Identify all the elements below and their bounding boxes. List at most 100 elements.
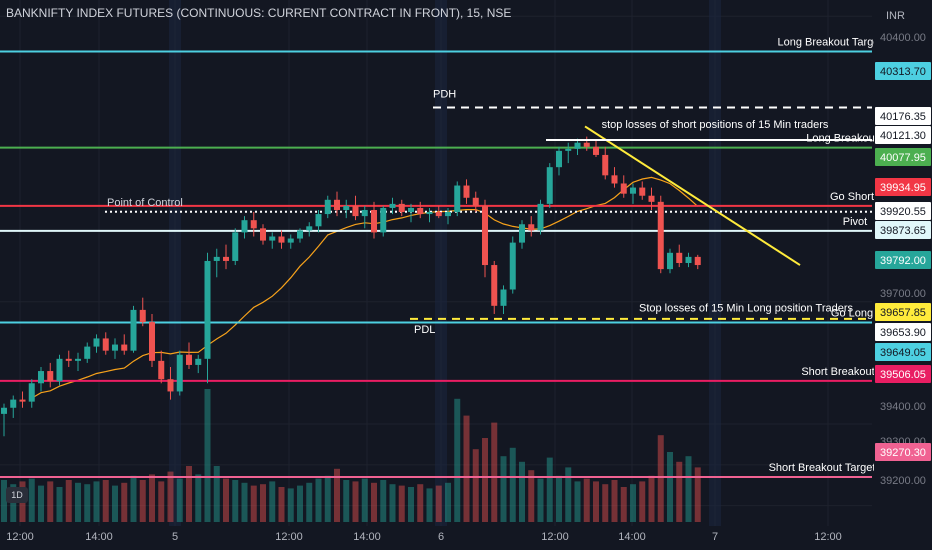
volume-bar <box>324 475 331 522</box>
volume-bar <box>445 482 451 522</box>
price-axis[interactable]: 40400.00 40313.70 40176.35 40121.30 40077.95… <box>874 0 932 550</box>
volume-bar <box>574 481 581 522</box>
candle-body <box>158 360 165 380</box>
candle-body <box>102 338 109 351</box>
price-label-bg <box>875 148 931 166</box>
volume-bar <box>657 435 664 522</box>
volume-bar <box>65 480 72 522</box>
candle-body <box>38 371 44 384</box>
time-tick: 14:00 <box>618 531 646 543</box>
level-lines: Long Breakout Target Long Breakout Go Shor… <box>0 36 882 478</box>
volume-bar <box>472 449 479 522</box>
volume-bar <box>121 482 128 522</box>
candle-body <box>223 256 229 261</box>
volume-bar <box>398 485 405 522</box>
level-label-point-of-control: Point of Control <box>107 197 183 209</box>
volume-bar <box>250 485 257 522</box>
trend-line[interactable] <box>584 125 801 266</box>
volume-bar <box>186 466 192 522</box>
price-label-bg <box>875 251 931 269</box>
price-label-bg <box>875 126 931 144</box>
volume-bar <box>389 484 396 522</box>
candle-body <box>186 354 192 365</box>
volume-bars <box>1 389 701 522</box>
timeframe-badge[interactable]: 1D <box>6 487 28 503</box>
price-tick: 40400.00 <box>880 32 926 44</box>
candle-body <box>648 195 655 202</box>
volume-bar <box>38 485 44 522</box>
candle-body <box>371 209 377 233</box>
candle-body <box>676 252 683 263</box>
candle-body <box>315 214 322 227</box>
session-separator <box>435 0 447 526</box>
price-label-bg <box>875 202 931 220</box>
time-axis[interactable]: 12:00 14:00 5 12:00 14:00 6 12:00 14:00 7 12:00 <box>0 526 932 550</box>
price-label: 39920.55 <box>880 206 926 218</box>
time-tick: 6 <box>438 531 444 543</box>
candle-body <box>10 399 17 408</box>
candle-body <box>130 309 137 351</box>
candle-body <box>250 220 257 229</box>
candle-body <box>287 238 294 243</box>
volume-bar <box>334 468 340 522</box>
pdh-label: PDH <box>433 89 456 101</box>
candle-body <box>537 203 544 231</box>
candle-body <box>361 209 368 217</box>
volume-bar <box>213 466 220 522</box>
price-label-bg <box>875 323 931 341</box>
volume-bar <box>602 484 609 522</box>
candle-body <box>56 358 63 382</box>
candle-body <box>75 358 81 361</box>
level-label: Go Long <box>831 308 873 320</box>
candle-body <box>334 199 340 210</box>
candle-body <box>167 379 174 392</box>
volume-bar <box>482 438 488 522</box>
candle-body <box>519 224 525 243</box>
candle-body <box>620 183 627 194</box>
candle-body <box>269 236 276 241</box>
trend-line-down <box>584 125 801 266</box>
volume-bar <box>546 457 553 522</box>
currency-label: INR <box>886 10 905 22</box>
candle-body <box>398 203 405 213</box>
chart-title: BANKNIFTY INDEX FUTURES (CONTINUOUS: CUR… <box>6 6 512 20</box>
volume-bar <box>158 481 165 522</box>
price-axis-bg <box>874 0 932 550</box>
volume-bar <box>630 484 636 522</box>
price-label-bg <box>875 303 931 321</box>
volume-bar <box>500 456 507 522</box>
volume-bar <box>223 478 229 522</box>
candle-body <box>482 205 488 266</box>
candle-body <box>694 256 701 266</box>
candle-body <box>602 154 609 176</box>
candle-body <box>472 197 479 206</box>
candle-body <box>491 265 498 306</box>
price-label: 39649.05 <box>880 347 926 359</box>
volume-bar <box>667 452 673 522</box>
candle-body <box>176 354 183 392</box>
volume-bar <box>56 487 63 522</box>
candle-body <box>463 185 470 198</box>
candle-body <box>639 187 646 196</box>
volume-bar <box>583 478 590 522</box>
volume-bar <box>491 422 498 522</box>
volume-bar <box>454 398 461 522</box>
price-tick: 39700.00 <box>880 288 926 300</box>
price-label-bg <box>875 443 931 461</box>
stop-label-long: Stop losses of 15 Min Long position Trad… <box>639 303 854 315</box>
candle-body <box>426 212 433 215</box>
volume-bar <box>408 487 414 522</box>
price-label: 40313.70 <box>880 66 926 78</box>
candle-body <box>260 228 266 241</box>
volume-bar <box>639 481 646 522</box>
volume-bar <box>75 482 81 522</box>
candle-body <box>611 175 618 184</box>
volume-bar <box>371 482 377 522</box>
candle-body <box>528 224 535 231</box>
candle-body <box>500 289 507 306</box>
volume-bar <box>84 484 91 522</box>
volume-bar <box>611 480 618 522</box>
volume-bar <box>102 480 109 522</box>
candlesticks[interactable] <box>1 136 701 437</box>
